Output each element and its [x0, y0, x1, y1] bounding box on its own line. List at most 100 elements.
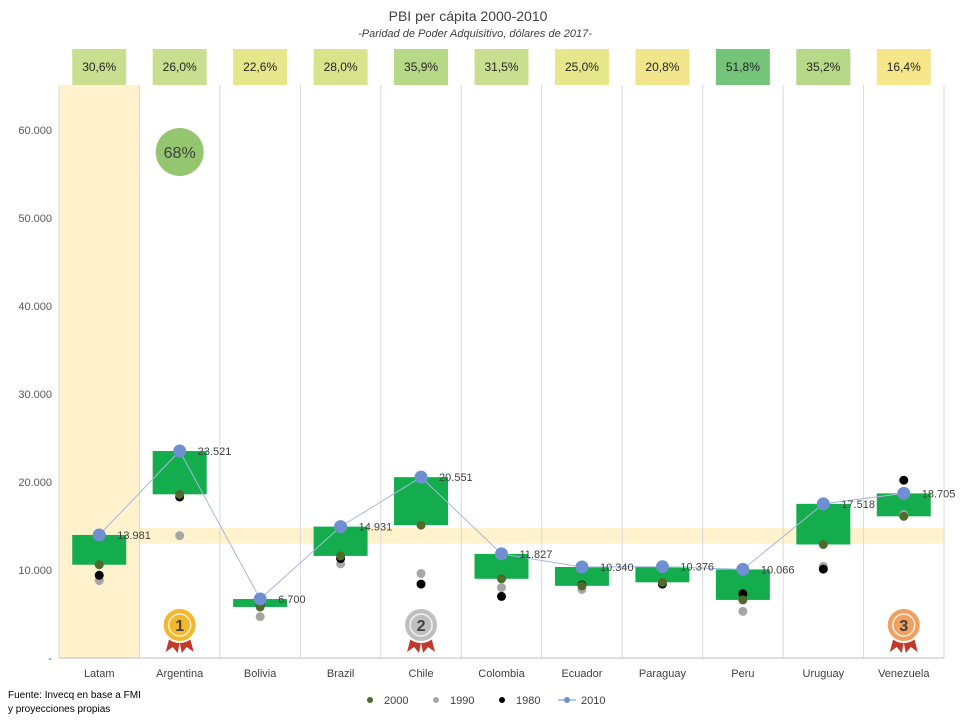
label-layer: - 10.000 20.000 30.000 40.000 50.000 60.000 Lat… — [18, 60, 955, 680]
highlight-band — [59, 527, 944, 544]
point-1980 — [818, 564, 828, 574]
y-tick-label: 10.000 — [18, 565, 52, 577]
growth-box — [72, 49, 127, 85]
medal-icon: 3 — [885, 607, 922, 653]
point-2000 — [497, 574, 506, 584]
range-box — [796, 503, 851, 545]
value-label-2010: 10.376 — [680, 562, 714, 574]
chart-title: PBI per cápita 2000-2010 — [389, 8, 548, 24]
legend: 2000 1990 1980 2010 — [367, 695, 605, 707]
x-tick-label: Chile — [409, 668, 434, 680]
legend-marker-1990 — [433, 697, 439, 703]
background-layer — [59, 49, 944, 658]
value-label-2010: 6.700 — [278, 594, 306, 606]
value-label-2010: 23.521 — [198, 446, 232, 458]
medal-rank: 3 — [899, 618, 908, 635]
growth-box — [474, 49, 529, 85]
point-2010 — [655, 560, 669, 574]
box-layer — [72, 451, 931, 607]
growth-box — [313, 49, 368, 85]
growth-box — [394, 49, 449, 85]
growth-box — [635, 49, 690, 85]
growth-box — [715, 49, 770, 85]
legend-marker-2000 — [367, 697, 373, 703]
source-note-line-2: y proyecciones propias — [8, 704, 110, 715]
chart-subtitle: -Paridad de Poder Adquisitivo, dólares d… — [358, 28, 592, 40]
y-tick-label: 30.000 — [18, 389, 52, 401]
point-1980 — [497, 591, 506, 601]
value-label-2010: 14.931 — [359, 522, 393, 534]
growth-label: 26,0% — [163, 60, 197, 74]
growth-label: 22,6% — [243, 60, 277, 74]
point-1980 — [94, 570, 104, 580]
range-box — [554, 567, 609, 586]
growth-label: 51,8% — [726, 60, 760, 74]
value-label-2010: 20.551 — [439, 472, 473, 484]
point-2000 — [577, 581, 587, 591]
growth-label: 20,8% — [645, 60, 679, 74]
growth-box — [233, 49, 288, 85]
point-2010 — [736, 562, 750, 576]
point-2010 — [334, 520, 348, 534]
range-box — [394, 477, 449, 526]
growth-label: 16,4% — [887, 60, 921, 74]
point-1980 — [416, 579, 426, 589]
point-layer: 1 2 3 — [92, 128, 922, 653]
point-1990 — [416, 569, 426, 579]
point-1980 — [899, 475, 909, 485]
growth-box — [554, 49, 609, 85]
x-tick-label: Argentina — [156, 668, 204, 680]
x-tick-label: Colombia — [478, 668, 525, 680]
y-tick-label: - — [48, 653, 52, 665]
point-2010 — [173, 444, 187, 458]
point-1990 — [255, 612, 265, 622]
x-tick-label: Ecuador — [561, 668, 602, 680]
y-tick-label: 40.000 — [18, 301, 52, 313]
point-2010 — [92, 528, 106, 542]
x-tick-label: Venezuela — [878, 668, 930, 680]
point-2010 — [575, 560, 589, 574]
growth-label: 28,0% — [324, 60, 358, 74]
y-tick-label: 50.000 — [18, 213, 52, 225]
range-box — [152, 451, 207, 495]
point-1990 — [497, 583, 506, 593]
source-note-line-1: Fuente: Invecq en base a FMI — [8, 690, 141, 701]
point-2000 — [818, 539, 828, 549]
growth-label: 31,5% — [484, 60, 518, 74]
medal-rank: 2 — [417, 618, 426, 635]
x-tick-label: Brazil — [327, 668, 355, 680]
x-tick-label: Paraguay — [639, 668, 687, 680]
x-tick-label: Uruguay — [803, 668, 845, 680]
point-2010 — [253, 592, 267, 606]
value-label-2010: 13.981 — [117, 530, 151, 542]
value-label-2010: 11.827 — [520, 549, 553, 561]
growth-label: 35,9% — [404, 60, 438, 74]
value-label-2010: 18.705 — [922, 488, 956, 500]
legend-label: 1980 — [516, 695, 540, 707]
growth-label: 25,0% — [565, 60, 599, 74]
range-box — [876, 493, 931, 517]
growth-box — [796, 49, 851, 85]
medal-icon: 1 — [161, 607, 198, 653]
point-2000 — [738, 595, 748, 605]
point-2000 — [175, 489, 185, 499]
point-2010 — [495, 547, 508, 561]
point-1980 — [738, 589, 748, 599]
point-2000 — [336, 551, 346, 561]
x-tick-label: Peru — [731, 668, 754, 680]
legend-label: 1990 — [450, 695, 474, 707]
legend-label: 2000 — [384, 695, 408, 707]
legend-label: 2010 — [581, 695, 605, 707]
point-2010 — [897, 486, 911, 500]
x-tick-label: Latam — [84, 668, 115, 680]
legend-marker-1980 — [499, 697, 505, 703]
medal-icon: 2 — [403, 607, 440, 653]
point-1990 — [175, 531, 185, 541]
medal-rank: 1 — [175, 618, 184, 635]
point-1990 — [738, 606, 748, 616]
point-2010 — [414, 470, 428, 484]
y-tick-label: 60.000 — [18, 125, 52, 137]
point-2000 — [899, 511, 909, 521]
point-2000 — [657, 577, 667, 587]
